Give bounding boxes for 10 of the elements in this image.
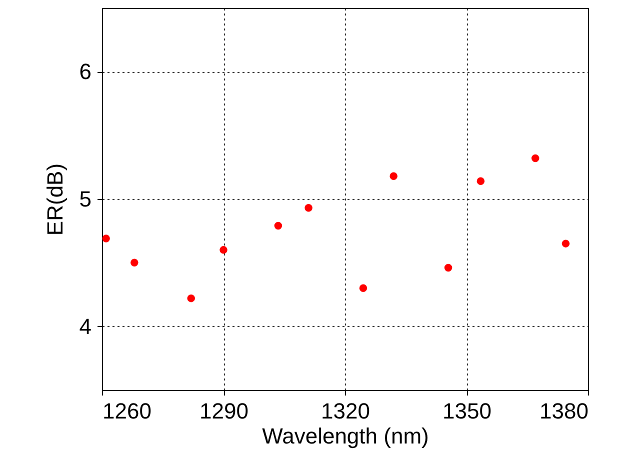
y-tick-label: 6: [79, 59, 92, 84]
x-tick-label: 1260: [102, 398, 152, 424]
x-tick-label: 1290: [200, 398, 248, 424]
x-tick-label: 1320: [321, 398, 370, 424]
x-axis-title: Wavelength (nm): [262, 424, 429, 448]
x-tick-label: 1350: [442, 398, 492, 424]
y-axis-title: ER(dB): [42, 163, 68, 236]
y-tick-label: 4: [79, 314, 92, 339]
x-tick-label: 1380: [540, 398, 588, 424]
y-tick-label: 5: [79, 186, 92, 212]
